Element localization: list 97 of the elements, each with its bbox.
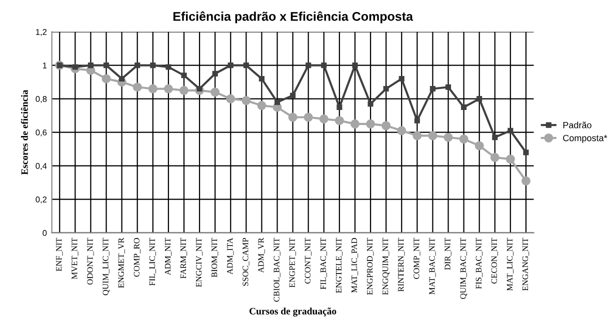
point xyxy=(258,76,264,82)
point xyxy=(102,74,111,84)
x-tick-label: FARM_NIT xyxy=(180,238,188,279)
point xyxy=(304,112,313,122)
x-tick-label: MAT_LIC_NIT xyxy=(506,238,514,291)
legend-label: Padrão xyxy=(563,122,592,128)
legend-label: Composta* xyxy=(563,134,608,143)
point xyxy=(430,86,436,92)
point xyxy=(210,88,220,97)
x-tick-label: ENGANG_NIT xyxy=(522,238,530,291)
y-tick-label: 0,6 xyxy=(36,130,47,136)
point xyxy=(306,62,312,68)
point xyxy=(132,82,142,92)
point xyxy=(196,86,202,92)
x-tick-label: RINTERN_NIT xyxy=(398,238,405,292)
x-tick-label: FIS_BAC_NIT xyxy=(476,238,482,289)
point xyxy=(243,62,249,68)
x-tick-label: BIOM_NIT xyxy=(212,238,218,278)
point xyxy=(474,141,484,150)
x-tick-label: SSOC_CAMP xyxy=(242,238,250,286)
point xyxy=(398,76,404,82)
point xyxy=(288,112,298,122)
point xyxy=(350,119,360,128)
point xyxy=(334,116,344,126)
point xyxy=(257,101,266,110)
x-tick-label: FIL_LIC_NIT xyxy=(149,238,156,286)
y-tick-label: 0,2 xyxy=(36,196,47,204)
x-tick-label: QUIM_BAC_NIT xyxy=(460,238,468,299)
x-tick-label: MVET_NIT xyxy=(72,238,78,280)
point xyxy=(397,126,406,136)
point xyxy=(366,119,376,128)
x-tick-label: ENF_NIT xyxy=(56,238,63,272)
point xyxy=(382,121,391,130)
y-tick-label: 0 xyxy=(42,230,47,236)
point xyxy=(226,94,236,104)
x-tick-label: FIL_BAC_NIT xyxy=(320,238,327,290)
point xyxy=(103,62,110,68)
point xyxy=(290,92,296,98)
point xyxy=(444,132,453,142)
point xyxy=(181,72,187,78)
x-tick-label: CBIOL_BAC_NIT xyxy=(274,238,280,302)
x-tick-label: MAT_BAC_NIT xyxy=(429,238,436,294)
point xyxy=(212,70,218,76)
point xyxy=(521,176,530,186)
y-tick-label: 1 xyxy=(42,62,47,68)
x-tick-label: DIR_NIT xyxy=(444,238,452,270)
point xyxy=(150,62,156,68)
point xyxy=(476,96,482,102)
point xyxy=(274,99,280,105)
y-axis-title: Escores de eficiência xyxy=(20,90,28,175)
point xyxy=(164,84,173,94)
x-axis-title: Cursos de graduação xyxy=(250,308,336,317)
point xyxy=(368,101,374,107)
point xyxy=(148,84,158,94)
point xyxy=(414,118,420,124)
point xyxy=(179,86,188,95)
x-tick-label: ENGQUIM_NIT xyxy=(382,238,390,295)
x-tick-label: CCONT_NIT xyxy=(304,238,312,284)
point xyxy=(461,104,467,110)
x-tick-label: ENGMET_VR xyxy=(118,238,125,288)
point xyxy=(134,62,140,68)
point xyxy=(119,76,125,82)
x-tick-label: CECON_NIT xyxy=(491,238,498,284)
point xyxy=(336,104,342,110)
x-tick-label: ENGTELE_NIT xyxy=(336,238,343,293)
x-tick-label: MAT_LIC_PAD xyxy=(351,238,358,293)
point xyxy=(228,62,234,68)
point xyxy=(508,128,514,134)
point xyxy=(383,86,389,92)
point xyxy=(319,114,328,124)
x-tick-label: ENGCIV_NIT xyxy=(196,238,203,287)
x-tick-label: ODONT_NIT xyxy=(87,238,94,285)
y-tick-label: 0,8 xyxy=(36,96,47,103)
point xyxy=(242,96,251,106)
x-tick-label: ADM_ITA xyxy=(227,238,234,274)
y-tick-label: 1,2 xyxy=(36,29,47,36)
point xyxy=(459,134,468,144)
point xyxy=(352,62,358,68)
x-tick-label: ENGPET_NIT xyxy=(289,238,296,288)
point xyxy=(445,84,452,90)
x-tick-label: COMP_RO xyxy=(134,238,140,277)
point xyxy=(321,62,327,68)
point xyxy=(506,154,515,164)
x-tick-label: QUIM_LIC_NIT xyxy=(102,238,110,296)
point xyxy=(523,150,529,156)
x-tick-label: COMP_NIT xyxy=(414,238,420,280)
x-tick-label: ADM_VR xyxy=(258,238,265,273)
x-tick-label: ENGPROD_NIT xyxy=(367,238,374,295)
x-tick-label: ADM_NIT xyxy=(164,238,172,276)
point xyxy=(166,64,172,70)
y-tick-label: 0,4 xyxy=(36,163,47,170)
point xyxy=(492,134,498,140)
point xyxy=(88,62,94,68)
point xyxy=(412,131,422,140)
point xyxy=(428,131,438,140)
point xyxy=(490,152,500,162)
chart-title: Eficiência padrão x Eficiência Composta xyxy=(173,11,414,24)
